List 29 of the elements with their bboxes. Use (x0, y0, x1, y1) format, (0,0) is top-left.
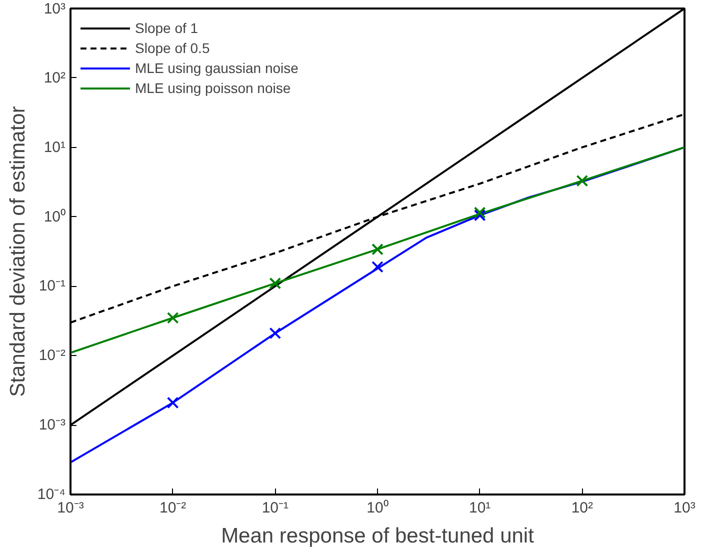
legend-label: MLE using gaussian noise (135, 60, 298, 76)
legend-label: Slope of 1 (135, 20, 198, 36)
point (372, 260, 384, 273)
y-tick-label: 10⁰ (44, 208, 66, 226)
point (372, 243, 384, 256)
point (166, 312, 179, 324)
point (166, 396, 179, 409)
point (269, 277, 282, 290)
point (474, 206, 486, 219)
y-tick-label: 10⁻³ (38, 416, 66, 434)
point (576, 174, 588, 187)
y-tick-label: 10² (44, 69, 66, 86)
y-tick-label: 10³ (44, 0, 66, 18)
point (269, 327, 282, 340)
legend-label: Slope of 0.5 (135, 40, 210, 56)
line-series (70, 146, 684, 354)
x-tick-label: 10³ (674, 500, 696, 516)
legend-label: MLE using poisson noise (135, 80, 291, 96)
y-tick-label: 10¹ (44, 138, 66, 156)
x-tick-label: 10⁻² (159, 500, 186, 516)
x-tick-label: 10⁻¹ (262, 500, 289, 516)
y-tick-label: 10⁻¹ (38, 278, 66, 295)
point (474, 209, 486, 222)
y-axis-title: Standard deviation of estimator (6, 106, 30, 397)
y-tick-label: 10⁻² (38, 347, 66, 364)
x-tick-label: 10¹ (468, 500, 491, 516)
x-tick-label: 10⁰ (366, 500, 388, 516)
x-tick-label: 10² (571, 500, 594, 516)
x-axis-title: Mean response of best-tuned unit (221, 524, 534, 548)
